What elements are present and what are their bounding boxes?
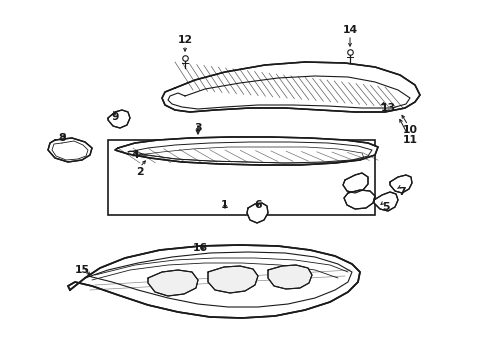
Polygon shape bbox=[208, 266, 258, 293]
Bar bbox=[108, 140, 375, 215]
Polygon shape bbox=[247, 203, 268, 223]
Polygon shape bbox=[268, 265, 312, 289]
Text: 7: 7 bbox=[398, 187, 406, 197]
Polygon shape bbox=[108, 110, 130, 128]
Polygon shape bbox=[374, 192, 398, 211]
Text: 13: 13 bbox=[380, 103, 395, 113]
Text: 12: 12 bbox=[177, 35, 193, 45]
Text: 6: 6 bbox=[254, 200, 262, 210]
Polygon shape bbox=[390, 175, 412, 193]
Polygon shape bbox=[148, 270, 198, 296]
Polygon shape bbox=[344, 190, 375, 209]
Polygon shape bbox=[343, 173, 368, 193]
Polygon shape bbox=[115, 137, 378, 165]
Polygon shape bbox=[48, 138, 92, 162]
Text: 8: 8 bbox=[58, 133, 66, 143]
Text: 10: 10 bbox=[402, 125, 417, 135]
Polygon shape bbox=[162, 62, 420, 112]
Text: 14: 14 bbox=[343, 25, 358, 35]
Text: 2: 2 bbox=[136, 167, 144, 177]
Text: 1: 1 bbox=[221, 200, 229, 210]
Text: 11: 11 bbox=[402, 135, 417, 145]
Text: 3: 3 bbox=[194, 123, 202, 133]
Text: 5: 5 bbox=[382, 202, 390, 212]
Polygon shape bbox=[68, 245, 360, 318]
Text: 9: 9 bbox=[111, 112, 119, 122]
Text: 16: 16 bbox=[193, 243, 208, 253]
Text: 4: 4 bbox=[131, 150, 139, 160]
Text: 15: 15 bbox=[74, 265, 90, 275]
